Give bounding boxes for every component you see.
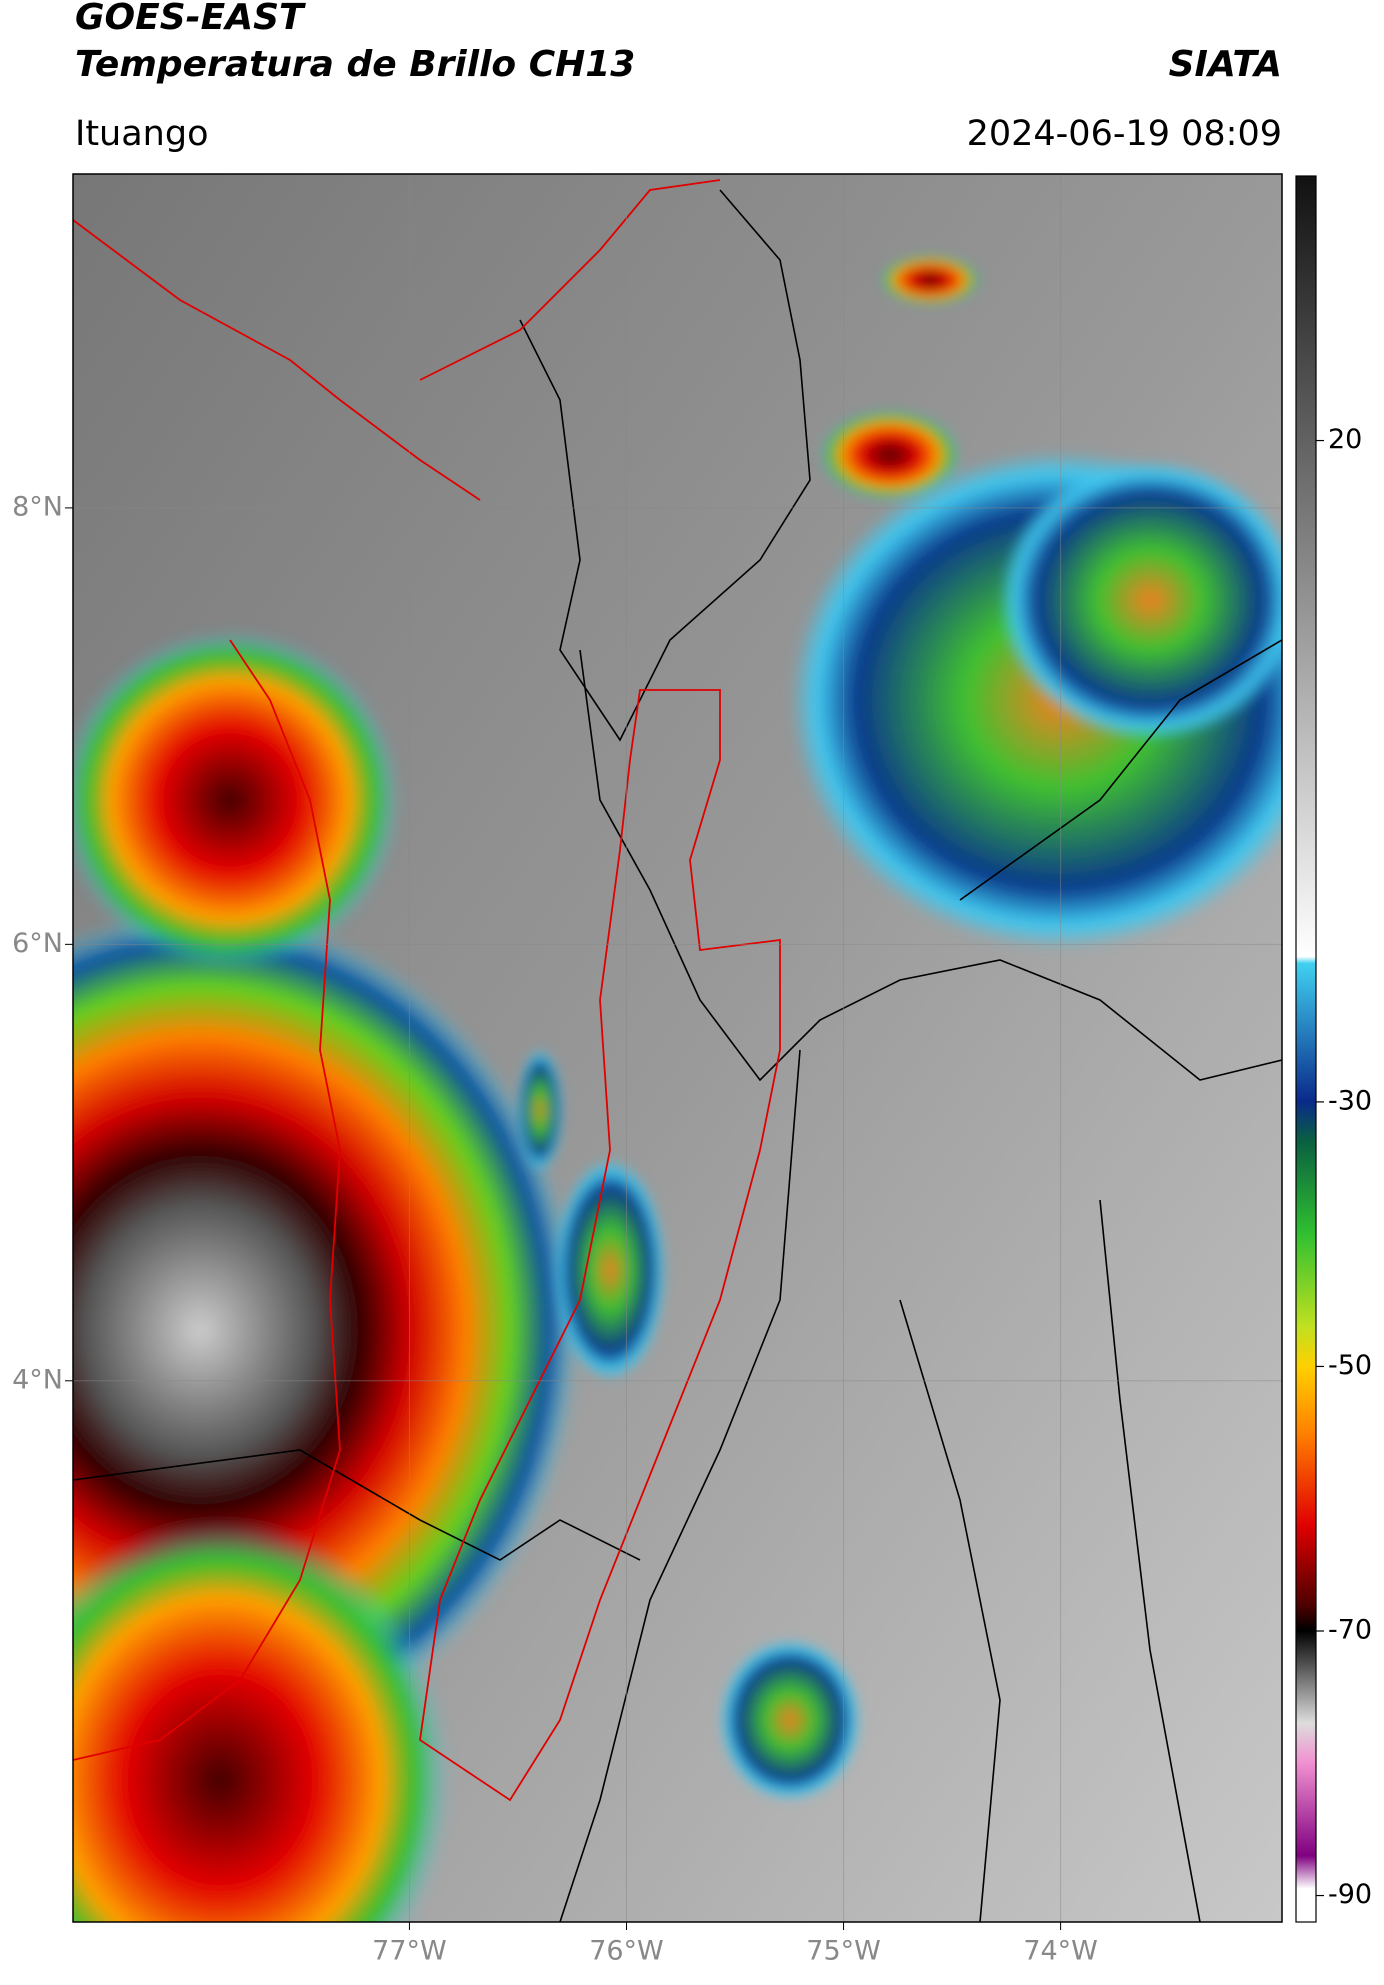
colorbar-tick-label: -70 — [1328, 1615, 1372, 1646]
lon-tick-label: 74°W — [1023, 1936, 1098, 1967]
map-frame — [72, 173, 1283, 1923]
agency: SIATA — [1169, 44, 1282, 85]
subtitle: Temperatura de Brillo CH13 — [75, 44, 635, 85]
datetime: 2024-06-19 08:09 — [967, 114, 1282, 154]
title: GOES-EAST — [75, 0, 306, 38]
colorbar-tick-label: 20 — [1328, 424, 1362, 455]
colorbar — [1295, 175, 1317, 1923]
colorbar-tick-label: -90 — [1328, 1879, 1372, 1910]
satellite-image — [73, 174, 1282, 1922]
location: Ituango — [75, 114, 209, 154]
lon-tick-label: 75°W — [806, 1936, 881, 1967]
lat-tick-label: 6°N — [12, 928, 63, 959]
lat-tick-label: 8°N — [12, 491, 63, 522]
lat-tick-label: 4°N — [12, 1364, 63, 1395]
lon-tick-label: 77°W — [372, 1936, 447, 1967]
colorbar-tick-label: -30 — [1328, 1085, 1372, 1116]
graticule — [73, 174, 1282, 1922]
colorbar-tick-label: -50 — [1328, 1350, 1372, 1381]
lon-tick-label: 76°W — [589, 1936, 664, 1967]
